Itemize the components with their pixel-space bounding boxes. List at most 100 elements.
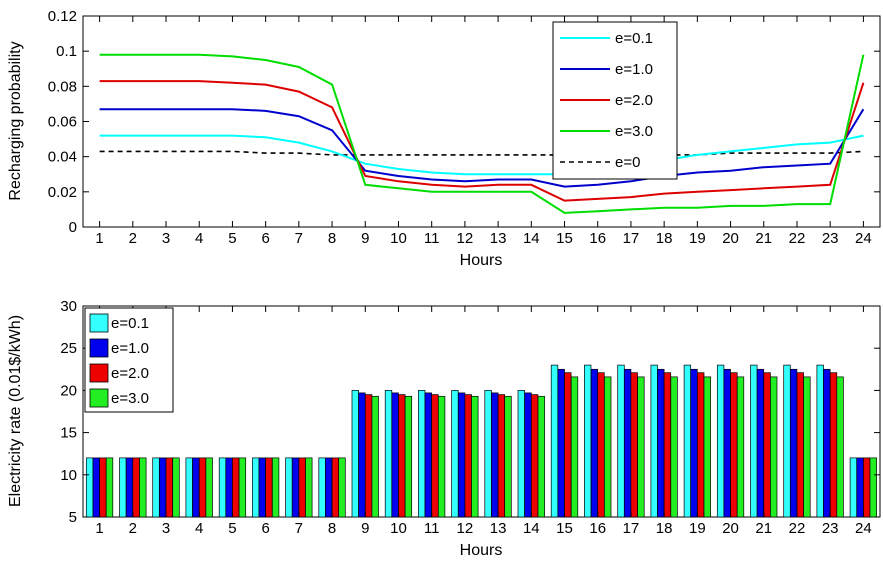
x-tick-label: 12 xyxy=(457,230,474,247)
bar xyxy=(869,457,877,518)
x-tick-label: 6 xyxy=(261,520,269,537)
bar xyxy=(451,390,459,518)
bar xyxy=(185,457,193,518)
bar xyxy=(384,390,393,518)
bar xyxy=(663,372,672,518)
bar xyxy=(803,376,811,518)
x-tick-label: 15 xyxy=(556,520,573,537)
bottom-legend-items: e=0.1 e=1.0 e=2.0 e=3.0 xyxy=(89,313,149,408)
series-line-e-0-1 xyxy=(99,134,864,176)
y-tick-label: 15 xyxy=(60,425,77,442)
bar xyxy=(637,376,645,518)
x-tick-label: 17 xyxy=(623,520,640,537)
x-tick-label: 3 xyxy=(162,230,170,247)
legend-label: e=3.0 xyxy=(111,390,149,407)
x-tick-label: 11 xyxy=(424,520,440,537)
x-tick-label: 7 xyxy=(295,230,303,247)
bar xyxy=(398,394,406,518)
x-tick-label: 20 xyxy=(722,230,739,247)
bar xyxy=(192,457,200,518)
bar xyxy=(358,392,366,518)
legend-label: e=0.1 xyxy=(615,30,653,47)
bar xyxy=(829,372,838,518)
y-tick-label: 0 xyxy=(69,219,77,236)
bar xyxy=(849,457,858,518)
x-tick-label: 21 xyxy=(755,520,772,537)
bar xyxy=(730,372,738,518)
bar xyxy=(789,368,798,518)
bar xyxy=(750,364,758,518)
bar xyxy=(371,395,379,518)
x-tick-label: 24 xyxy=(855,520,872,537)
bar xyxy=(763,372,771,518)
bar xyxy=(670,376,678,518)
legend-swatch xyxy=(89,363,109,383)
y-tick-label: 25 xyxy=(60,340,77,357)
bar xyxy=(159,457,167,518)
x-tick-label: 14 xyxy=(523,230,540,247)
bar xyxy=(298,457,306,518)
bar xyxy=(570,376,579,518)
bar xyxy=(796,372,804,518)
bar xyxy=(703,376,711,518)
recharging-probability-chart: 1 2 3 4 5 6 7 8 9 10 11 12 13 14 15 16 17 18 19 20 21 22 23 240… xyxy=(7,8,881,269)
x-tick-label: 12 xyxy=(457,520,474,537)
bar xyxy=(285,457,293,518)
legend-label: e=0.1 xyxy=(111,315,149,332)
y-tick-label: 0.08 xyxy=(48,78,77,95)
top-legend-items: e=0.1 e=1.0 e=2.0 e=3.0 e=0 xyxy=(560,30,653,171)
x-tick-label: 5 xyxy=(228,520,236,537)
x-tick-label: 8 xyxy=(328,230,336,247)
bar xyxy=(431,394,439,518)
bar xyxy=(338,457,346,518)
x-tick-label: 19 xyxy=(689,520,706,537)
bar xyxy=(105,457,114,518)
bar xyxy=(119,457,127,518)
bar xyxy=(331,457,340,518)
x-tick-label: 18 xyxy=(656,230,673,247)
bar xyxy=(770,376,778,518)
bar xyxy=(617,364,625,518)
x-tick-label: 23 xyxy=(822,230,839,247)
legend-swatch xyxy=(89,313,109,333)
bar xyxy=(484,390,492,518)
x-tick-label: 16 xyxy=(589,230,606,247)
bar xyxy=(524,392,532,518)
legend-label: e=1.0 xyxy=(615,61,653,78)
y-tick-label: 20 xyxy=(60,382,77,399)
bar xyxy=(198,457,207,518)
bottom-legend: e=0.1 e=1.0 e=2.0 e=3.0 xyxy=(84,307,174,413)
y-tick-label: 0.02 xyxy=(48,184,77,201)
bottom-bars xyxy=(85,364,877,518)
bar xyxy=(92,457,100,518)
x-tick-label: 4 xyxy=(195,230,203,247)
bar xyxy=(152,457,160,518)
bar xyxy=(517,390,525,518)
bar xyxy=(723,368,731,518)
y-tick-label: 10 xyxy=(60,467,77,484)
bar xyxy=(690,368,698,518)
y-tick-label: 0.04 xyxy=(48,149,77,166)
y-tick-label: 5 xyxy=(69,509,77,526)
bar xyxy=(139,457,147,518)
bottom-x-axis-label: Hours xyxy=(460,542,503,559)
x-tick-label: 7 xyxy=(295,520,303,537)
x-tick-label: 1 xyxy=(95,230,103,247)
x-tick-label: 3 xyxy=(162,520,170,537)
bar xyxy=(471,395,479,518)
bar xyxy=(863,457,871,518)
x-tick-label: 22 xyxy=(789,520,806,537)
bar xyxy=(816,364,824,518)
bottom-axis-ticks: 1 2 3 4 5 6 7 8 9 10 11 12 13 14 15 16 17 18 19 20 21 22 23 245… xyxy=(60,298,880,537)
x-tick-label: 10 xyxy=(390,520,407,537)
x-tick-label: 15 xyxy=(556,230,573,247)
x-tick-label: 10 xyxy=(390,230,407,247)
x-tick-label: 6 xyxy=(261,230,269,247)
legend-label: e=0 xyxy=(615,154,640,171)
bar xyxy=(172,457,180,518)
bar xyxy=(132,457,140,518)
bar xyxy=(650,364,658,518)
bar xyxy=(584,364,592,518)
top-legend: e=0.1 e=1.0 e=2.0 e=3.0 e=0 xyxy=(552,21,678,180)
x-tick-label: 5 xyxy=(228,230,236,247)
